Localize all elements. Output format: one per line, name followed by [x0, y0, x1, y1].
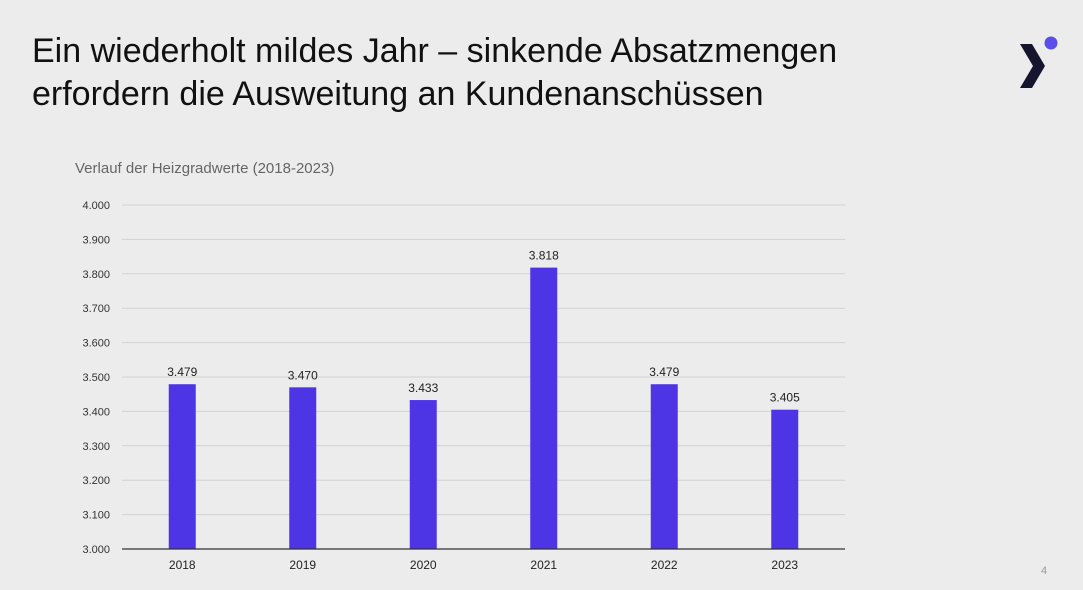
y-tick-label: 3.000 — [82, 544, 110, 556]
logo-chevron — [1020, 44, 1045, 88]
bar — [168, 384, 196, 549]
x-tick-label: 2019 — [289, 558, 316, 572]
y-tick-label: 3.700 — [82, 303, 110, 315]
x-tick-label: 2018 — [169, 558, 196, 572]
slide-title: Ein wiederholt mildes Jahr – sinkende Ab… — [32, 30, 972, 116]
bar — [771, 409, 799, 549]
y-tick-label: 3.600 — [82, 338, 110, 350]
data-label: 3.405 — [770, 391, 800, 405]
x-tick-label: 2020 — [410, 558, 437, 572]
y-tick-label: 3.900 — [82, 234, 110, 246]
x-tick-label: 2021 — [530, 558, 557, 572]
logo-dot — [1044, 36, 1058, 50]
y-tick-label: 3.100 — [82, 510, 110, 522]
y-tick-label: 3.800 — [82, 269, 110, 281]
data-label: 3.479 — [649, 365, 679, 379]
x-tick-label: 2023 — [771, 558, 798, 572]
chart-title: Verlauf der Heizgradwerte (2018-2023) — [75, 160, 335, 177]
slide-title-line-1: Ein wiederholt mildes Jahr – sinkende Ab… — [32, 32, 838, 70]
bar — [650, 384, 678, 549]
bar — [530, 267, 558, 549]
data-label: 3.470 — [288, 368, 318, 382]
y-tick-label: 3.500 — [82, 372, 110, 384]
y-tick-label: 4.000 — [82, 200, 110, 212]
y-tick-label: 3.200 — [82, 475, 110, 487]
data-label: 3.479 — [167, 365, 197, 379]
page-number: 4 — [1041, 565, 1048, 577]
bar — [409, 400, 437, 549]
y-tick-label: 3.400 — [82, 406, 110, 418]
data-label: 3.433 — [408, 381, 438, 395]
y-tick-label: 3.300 — [82, 441, 110, 453]
data-label: 3.818 — [529, 249, 559, 263]
slide-title-line-2: erfordern die Ausweitung an Kundenanschü… — [32, 75, 764, 113]
x-tick-label: 2022 — [651, 558, 678, 572]
bar — [289, 387, 317, 549]
brand-logo-icon — [1020, 36, 1058, 88]
